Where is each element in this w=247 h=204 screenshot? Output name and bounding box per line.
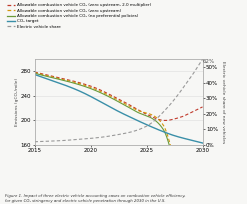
Text: Figure 1. Impact of three electric vehicle accounting cases on combustion vehicl: Figure 1. Impact of three electric vehic… (5, 194, 185, 203)
Y-axis label: Emissions (gCO₂/mile): Emissions (gCO₂/mile) (15, 78, 19, 126)
Text: 62%: 62% (203, 59, 215, 64)
Legend: Allowable combustion vehicle CO₂ (zero upstream, 2.0 multiplier), Allowable comb: Allowable combustion vehicle CO₂ (zero u… (7, 3, 151, 29)
Text: 10%: 10% (0, 203, 1, 204)
Y-axis label: Electric vehicle share of new vehicles: Electric vehicle share of new vehicles (221, 61, 225, 143)
